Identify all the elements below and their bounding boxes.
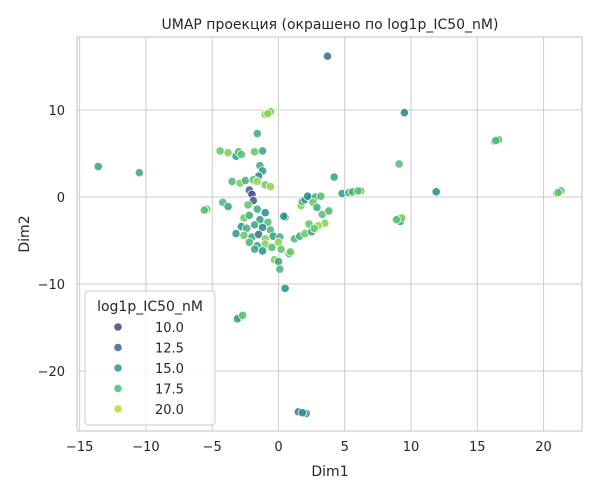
x-tick-label: 0: [274, 440, 282, 455]
x-tick-label: −5: [203, 440, 222, 455]
legend-marker: [113, 404, 123, 414]
scatter-point: [231, 228, 241, 239]
scatter-point: [303, 191, 313, 201]
scatter-point: [215, 146, 225, 156]
scatter-point: [280, 283, 290, 293]
x-tick-label: 10: [403, 440, 420, 455]
scatter-point: [399, 108, 409, 118]
legend-label: 17.5: [155, 383, 184, 398]
scatter-point: [312, 202, 322, 213]
x-tick-label: 5: [341, 440, 349, 455]
scatter-point: [236, 149, 246, 160]
scatter-points: [93, 51, 566, 419]
scatter-point: [252, 204, 262, 214]
scatter-point: [553, 188, 563, 198]
scatter-point: [227, 176, 237, 186]
scatter-point: [244, 210, 254, 220]
axes-frame: [76, 36, 583, 432]
legend-marker: [113, 363, 123, 373]
scatter-point: [252, 176, 262, 186]
scatter-point: [309, 223, 319, 233]
y-tick-label: 10: [48, 104, 65, 119]
legend: log1p_IC50_nM 10.0 12.5 15.0 17.5 20.0: [84, 290, 216, 426]
x-tick-label: 20: [535, 440, 552, 455]
scatter-point: [324, 206, 334, 216]
scatter-point: [239, 230, 249, 240]
y-tick-label: −20: [38, 365, 65, 380]
scatter-point: [253, 229, 264, 240]
legend-label: 20.0: [155, 403, 184, 418]
y-axis-label: Dim2: [17, 215, 33, 252]
scatter-point: [250, 244, 260, 254]
scatter-point: [431, 187, 441, 197]
scatter-point: [279, 211, 289, 221]
scatter-point: [134, 168, 144, 178]
scatter-point: [223, 148, 233, 158]
scatter-point: [394, 159, 404, 169]
x-tick-label: −10: [132, 440, 159, 455]
scatter-point: [275, 264, 285, 274]
y-tick-labels: −20 −10 0 10: [38, 104, 65, 380]
scatter-point: [257, 246, 268, 256]
y-tick-label: −10: [38, 278, 65, 293]
scatter-point: [329, 172, 339, 182]
legend-label: 15.0: [155, 362, 184, 377]
scatter-point: [322, 51, 333, 61]
legend-marker: [113, 383, 123, 394]
y-tick-label: 0: [57, 191, 65, 206]
scatter-point: [391, 215, 402, 225]
x-tick-label: 15: [469, 440, 486, 455]
scatter-point: [223, 202, 233, 212]
x-tick-labels: −15 −10 −5 0 5 10 15 20: [66, 440, 552, 455]
scatter-point: [238, 310, 248, 320]
scatter-point: [257, 146, 268, 156]
x-axis-label: Dim1: [311, 464, 348, 480]
scatter-point: [265, 181, 276, 192]
scatter-point: [491, 135, 501, 146]
scatter-point: [250, 147, 260, 157]
scatter-point: [267, 242, 277, 253]
scatter-point: [250, 220, 260, 230]
x-tick-label: −15: [66, 440, 93, 455]
legend-marker: [113, 342, 123, 353]
legend-title: log1p_IC50_nM: [97, 299, 203, 315]
scatter-point: [276, 244, 286, 254]
legend-marker: [113, 322, 123, 332]
scatter-point: [297, 408, 307, 418]
scatter-point: [263, 108, 273, 119]
legend-label: 12.5: [155, 342, 184, 357]
scatter-point: [199, 205, 209, 215]
scatter-point: [353, 186, 363, 196]
legend-label: 10.0: [155, 321, 184, 336]
scatter-point: [252, 128, 262, 139]
scatter-point: [93, 161, 103, 172]
scatter-point: [244, 237, 254, 247]
scatter-point: [260, 208, 270, 218]
scatter-point: [316, 191, 326, 201]
scatter-point: [273, 256, 284, 266]
chart-title: UMAP проекция (окрашено по log1p_IC50_nM…: [162, 17, 499, 33]
scatter-point: [240, 175, 250, 186]
scatter-point: [285, 247, 295, 257]
scatter-point: [243, 200, 253, 210]
